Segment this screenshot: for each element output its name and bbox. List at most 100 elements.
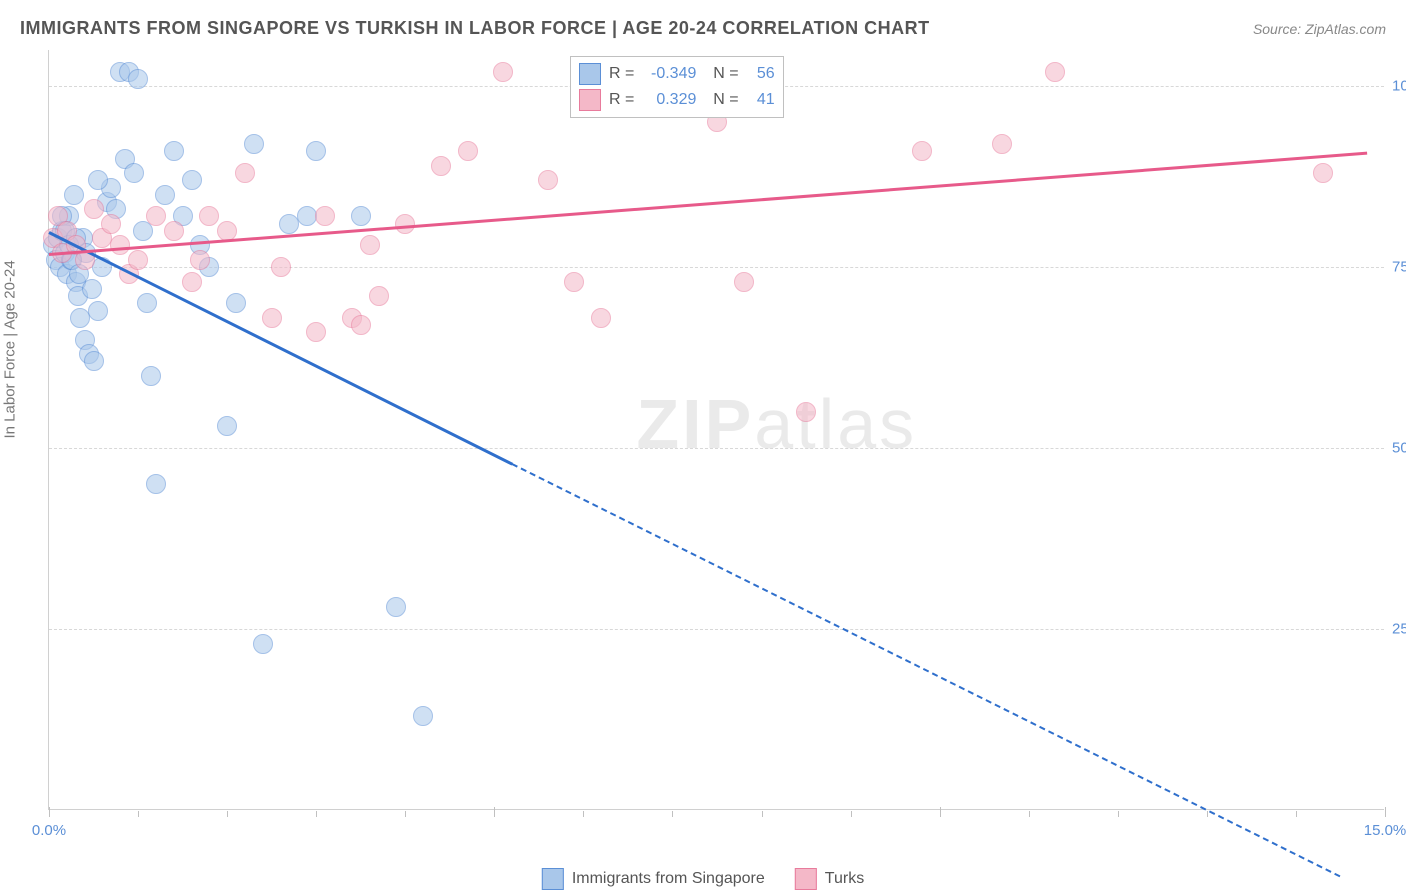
xtick [851, 811, 852, 817]
xtick [494, 807, 495, 817]
scatter-point [395, 214, 415, 234]
legend-item: Turks [795, 868, 864, 890]
scatter-point [734, 272, 754, 292]
xtick [138, 811, 139, 817]
xtick-label: 0.0% [32, 822, 66, 839]
scatter-point [190, 250, 210, 270]
scatter-point [235, 163, 255, 183]
scatter-point [262, 308, 282, 328]
xtick [762, 811, 763, 817]
chart-header: IMMIGRANTS FROM SINGAPORE VS TURKISH IN … [20, 18, 1386, 39]
scatter-point [244, 134, 264, 154]
y-axis-label: In Labor Force | Age 20-24 [2, 260, 19, 438]
scatter-point [306, 322, 326, 342]
legend-r-value: -0.349 [642, 65, 696, 83]
scatter-point [155, 185, 175, 205]
xtick [227, 811, 228, 817]
scatter-point [164, 141, 184, 161]
scatter-point [351, 315, 371, 335]
scatter-point [458, 141, 478, 161]
legend-item: Immigrants from Singapore [542, 868, 765, 890]
xtick [1029, 811, 1030, 817]
legend-r-label: R = [609, 65, 634, 83]
scatter-point [591, 308, 611, 328]
scatter-point [84, 199, 104, 219]
xtick [405, 811, 406, 817]
ytick-label: 25.0% [1392, 621, 1406, 638]
scatter-point [1045, 62, 1065, 82]
xtick-label: 15.0% [1364, 822, 1406, 839]
legend-swatch [579, 63, 601, 85]
scatter-point [226, 293, 246, 313]
legend-n-label: N = [704, 65, 738, 83]
scatter-point [182, 170, 202, 190]
scatter-point [564, 272, 584, 292]
scatter-point [1313, 163, 1333, 183]
xtick [1385, 807, 1386, 817]
scatter-point [182, 272, 202, 292]
scatter-point [992, 134, 1012, 154]
scatter-point [101, 214, 121, 234]
legend-stat-row: R = -0.349 N = 56 [579, 61, 775, 87]
legend-n-value: 41 [747, 91, 775, 109]
chart-title: IMMIGRANTS FROM SINGAPORE VS TURKISH IN … [20, 18, 930, 39]
scatter-point [146, 474, 166, 494]
scatter-point [128, 69, 148, 89]
plot-area: ZIPatlas 25.0%50.0%75.0%100.0%0.0%15.0%R… [48, 50, 1384, 810]
scatter-point [271, 257, 291, 277]
xtick [1118, 811, 1119, 817]
xtick [1296, 811, 1297, 817]
scatter-point [110, 235, 130, 255]
scatter-point [128, 250, 148, 270]
xtick [672, 811, 673, 817]
scatter-point [306, 141, 326, 161]
legend-series-name: Turks [825, 870, 864, 888]
scatter-point [360, 235, 380, 255]
legend-r-value: 0.329 [642, 91, 696, 109]
xtick [316, 811, 317, 817]
scatter-point [796, 402, 816, 422]
scatter-point [315, 206, 335, 226]
legend-r-label: R = [609, 91, 634, 109]
scatter-point [137, 293, 157, 313]
scatter-point [413, 706, 433, 726]
scatter-point [124, 163, 144, 183]
gridline [49, 629, 1384, 630]
xtick [583, 811, 584, 817]
scatter-point [538, 170, 558, 190]
scatter-point [493, 62, 513, 82]
ytick-label: 50.0% [1392, 440, 1406, 457]
legend-series-name: Immigrants from Singapore [572, 870, 765, 888]
scatter-point [84, 351, 104, 371]
xtick [940, 807, 941, 817]
watermark: ZIPatlas [636, 384, 917, 464]
legend-swatch [579, 89, 601, 111]
scatter-point [386, 597, 406, 617]
trendline [512, 463, 1341, 877]
legend-n-value: 56 [747, 65, 775, 83]
legend-stats: R = -0.349 N = 56R = 0.329 N = 41 [570, 56, 784, 118]
legend-n-label: N = [704, 91, 738, 109]
scatter-point [912, 141, 932, 161]
scatter-point [369, 286, 389, 306]
legend-swatch [542, 868, 564, 890]
ytick-label: 75.0% [1392, 259, 1406, 276]
gridline [49, 267, 1384, 268]
scatter-point [88, 170, 108, 190]
scatter-point [253, 634, 273, 654]
source-attribution: Source: ZipAtlas.com [1253, 21, 1386, 37]
scatter-point [217, 416, 237, 436]
scatter-point [351, 206, 371, 226]
scatter-point [146, 206, 166, 226]
legend-bottom: Immigrants from Singapore Turks [542, 868, 864, 890]
gridline [49, 448, 1384, 449]
scatter-point [88, 301, 108, 321]
scatter-point [64, 185, 84, 205]
scatter-point [141, 366, 161, 386]
scatter-point [164, 221, 184, 241]
legend-swatch [795, 868, 817, 890]
scatter-point [199, 206, 219, 226]
scatter-point [431, 156, 451, 176]
xtick [49, 807, 50, 817]
ytick-label: 100.0% [1392, 78, 1406, 95]
